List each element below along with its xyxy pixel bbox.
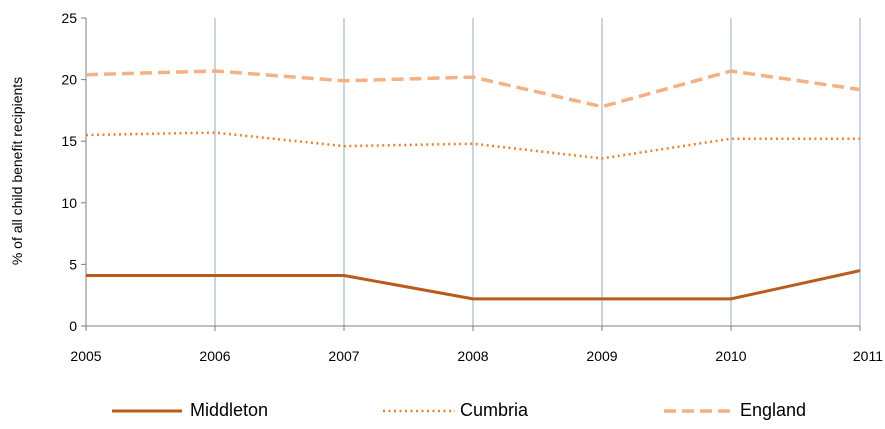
y-tick-label-10: 10 — [61, 195, 77, 211]
y-axis-tick-labels: 0 5 10 15 20 25 — [61, 10, 77, 334]
x-axis-tick-labels: 2005 2006 2007 2008 2009 2010 2011 — [70, 348, 883, 364]
y-tick-label-25: 25 — [61, 10, 77, 26]
legend: Middleton Cumbria England — [112, 400, 806, 420]
x-tick-label-2007: 2007 — [328, 348, 359, 364]
y-tick-label-20: 20 — [61, 72, 77, 88]
y-tick-label-0: 0 — [69, 318, 77, 334]
series-lines — [85, 69, 861, 301]
x-tick-label-2006: 2006 — [199, 348, 230, 364]
x-tick-label-2009: 2009 — [586, 348, 617, 364]
x-tick-label-2011: 2011 — [853, 348, 883, 364]
x-tick-label-2008: 2008 — [457, 348, 488, 364]
y-tick-label-15: 15 — [61, 133, 77, 149]
y-axis-label: % of all child benefit recipients — [9, 77, 25, 265]
x-tick-label-2010: 2010 — [715, 348, 746, 364]
series-line-england — [85, 69, 861, 109]
y-tick-label-5: 5 — [69, 256, 77, 272]
axes — [81, 17, 861, 331]
vertical-gridlines — [214, 18, 861, 326]
legend-label-middleton: Middleton — [190, 400, 268, 420]
legend-label-england: England — [740, 400, 806, 420]
series-line-middleton — [86, 269, 861, 301]
legend-label-cumbria: Cumbria — [460, 400, 529, 420]
x-tick-label-2005: 2005 — [70, 348, 101, 364]
